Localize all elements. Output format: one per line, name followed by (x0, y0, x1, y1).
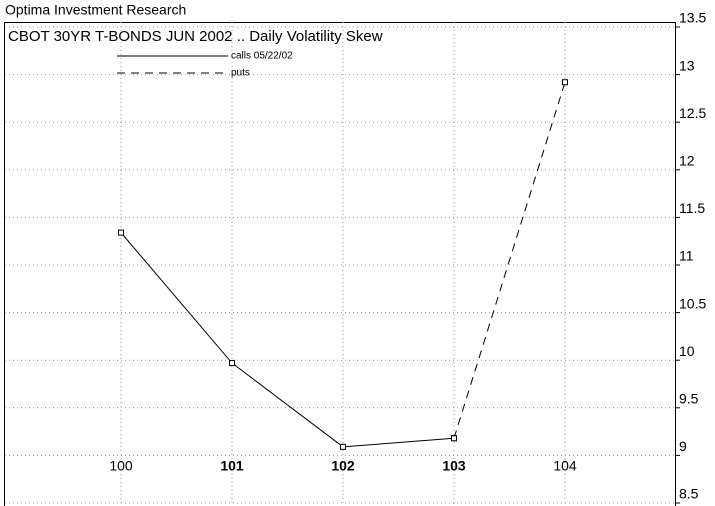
legend-label: calls 05/22/02 (231, 51, 293, 62)
legend-label: puts (231, 68, 250, 79)
y-tick-label: 8.5 (679, 486, 699, 502)
y-tick-label: 9.5 (679, 391, 699, 407)
point-marker (118, 229, 124, 236)
point-marker (229, 360, 235, 367)
point-marker (562, 79, 568, 86)
chart-title: CBOT 30YR T-BONDS JUN 2002 .. Daily Vola… (8, 28, 383, 45)
x-tick-label: 104 (553, 458, 577, 474)
point-marker (451, 435, 457, 442)
y-tick-label: 9 (679, 438, 687, 454)
y-tick-label: 13.5 (679, 10, 706, 26)
series-line (453, 82, 566, 439)
x-tick-label: 102 (331, 458, 355, 474)
y-tick-label: 13 (679, 57, 695, 73)
x-tick-label: 100 (109, 458, 133, 474)
source: Optima Investment Research (5, 2, 186, 18)
point-marker (340, 443, 346, 450)
y-tick-label: 11.5 (679, 200, 705, 216)
y-tick-label: 10.5 (679, 295, 706, 311)
x-tick-label: 101 (220, 458, 244, 474)
plot-frame (4, 22, 676, 506)
y-tick-label: 11 (679, 248, 694, 264)
y-tick-label: 10 (679, 343, 695, 359)
x-tick-label: 103 (442, 458, 466, 474)
y-tick-label: 12 (679, 153, 695, 169)
y-tick-label: 12.5 (679, 105, 706, 121)
series-line (120, 232, 455, 448)
